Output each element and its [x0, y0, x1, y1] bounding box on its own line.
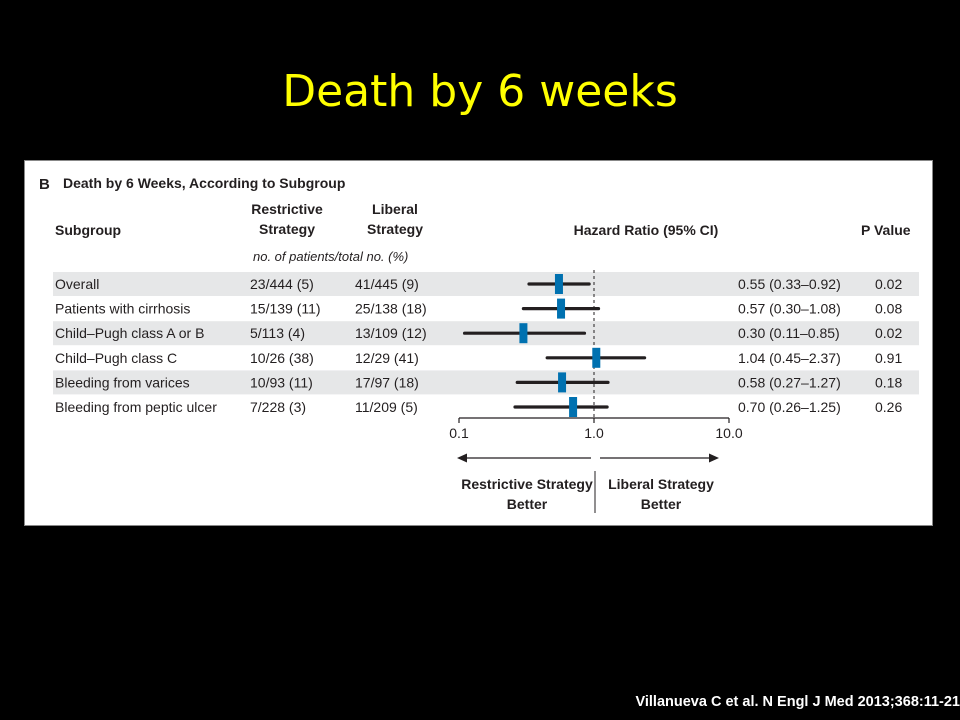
left-direction-line1: Restrictive Strategy [461, 476, 593, 492]
x-axis-tick-label: 10.0 [715, 425, 742, 441]
x-axis: 0.1 1.0 10.0 [449, 417, 743, 441]
table-row: Child–Pugh class A or B 5/113 (4) 13/109 (… [55, 325, 902, 341]
hazard-ratio-marker [592, 347, 601, 368]
row-hazard-ratio-text: 0.30 (0.11–0.85) [738, 325, 840, 341]
forest-row-marks [545, 347, 647, 368]
forest-row-marks [527, 274, 591, 294]
row-p-value: 0.02 [875, 276, 902, 292]
row-restrictive-count: 10/26 (38) [250, 350, 314, 366]
plot-marks [462, 274, 647, 417]
row-restrictive-count: 7/228 (3) [250, 399, 306, 415]
hazard-ratio-marker [554, 274, 563, 294]
direction-labels: Restrictive Strategy Better Liberal Stra… [457, 453, 719, 513]
row-hazard-ratio-text: 0.70 (0.26–1.25) [738, 399, 841, 415]
forest-row-marks [462, 323, 587, 344]
row-hazard-ratio-text: 0.57 (0.30–1.08) [738, 301, 841, 317]
column-header-restrictive-1: Restrictive [251, 201, 323, 217]
table-row: Bleeding from peptic ulcer 7/228 (3) 11/20… [55, 399, 902, 415]
right-direction-line1: Liberal Strategy [608, 476, 714, 492]
slide-title: Death by 6 weeks [282, 66, 678, 117]
hazard-ratio-marker [558, 372, 567, 393]
row-stripe [53, 272, 919, 296]
row-subgroup-label: Child–Pugh class A or B [55, 325, 204, 341]
hazard-ratio-marker [557, 298, 566, 319]
column-header-restrictive-2: Strategy [259, 221, 315, 237]
hazard-ratio-marker [569, 397, 578, 417]
row-liberal-count: 11/209 (5) [355, 399, 418, 415]
row-liberal-count: 25/138 (18) [355, 301, 427, 317]
column-header-p-value: P Value [861, 222, 911, 238]
x-axis-tick-label: 1.0 [584, 425, 604, 441]
right-direction-line2: Better [641, 496, 682, 512]
row-subgroup-label: Patients with cirrhosis [55, 301, 190, 317]
right-arrow-head [709, 453, 719, 463]
row-liberal-count: 13/109 (12) [355, 325, 427, 341]
row-subgroup-label: Bleeding from varices [55, 374, 190, 390]
row-p-value: 0.18 [875, 374, 902, 390]
row-restrictive-count: 10/93 (11) [250, 374, 313, 390]
row-stripe [53, 370, 919, 395]
row-p-value: 0.08 [875, 301, 902, 317]
table-row: Bleeding from varices 10/93 (11) 17/97 (18… [55, 374, 902, 390]
row-hazard-ratio-text: 0.58 (0.27–1.27) [738, 374, 841, 390]
column-header-liberal-2: Strategy [367, 221, 423, 237]
row-p-value: 0.26 [875, 399, 902, 415]
column-units-note: no. of patients/total no. (%) [253, 249, 408, 264]
subgroup-rows: Overall 23/444 (5) 41/445 (9) 0.55 (0.33–0.… [55, 276, 902, 415]
column-header-subgroup: Subgroup [55, 222, 121, 238]
column-header-liberal-1: Liberal [372, 201, 418, 217]
figure-heading: Death by 6 Weeks, According to Subgroup [63, 175, 345, 191]
row-restrictive-count: 15/139 (11) [250, 301, 321, 317]
table-row: Patients with cirrhosis 15/139 (11) 25/138… [55, 301, 902, 317]
row-hazard-ratio-text: 1.04 (0.45–2.37) [738, 350, 841, 366]
row-liberal-count: 12/29 (41) [355, 350, 419, 366]
row-p-value: 0.91 [875, 350, 902, 366]
row-hazard-ratio-text: 0.55 (0.33–0.92) [738, 276, 841, 292]
row-p-value: 0.02 [875, 325, 902, 341]
forest-row-marks [521, 298, 601, 319]
row-subgroup-label: Child–Pugh class C [55, 350, 177, 366]
table-row: Overall 23/444 (5) 41/445 (9) 0.55 (0.33–0.… [55, 276, 902, 292]
row-subgroup-label: Bleeding from peptic ulcer [55, 399, 217, 415]
panel-letter: B [39, 176, 50, 193]
forest-plot-panel: B Death by 6 Weeks, According to Subgrou… [24, 160, 933, 526]
x-axis-tick-label: 0.1 [449, 425, 469, 441]
left-arrow-head [457, 453, 467, 463]
row-restrictive-count: 23/444 (5) [250, 276, 314, 292]
citation: Villanueva C et al. N Engl J Med 2013;36… [635, 694, 960, 710]
left-direction-line2: Better [507, 496, 548, 512]
column-header-hazard-ratio: Hazard Ratio (95% CI) [574, 222, 719, 238]
forest-row-marks [515, 372, 610, 393]
hazard-ratio-marker [519, 323, 528, 344]
row-subgroup-label: Overall [55, 276, 99, 292]
forest-plot: B Death by 6 Weeks, According to Subgrou… [39, 175, 919, 513]
table-row: Child–Pugh class C 10/26 (38) 12/29 (41) 1.… [55, 350, 902, 366]
row-liberal-count: 17/97 (18) [355, 374, 419, 390]
row-liberal-count: 41/445 (9) [355, 276, 419, 292]
forest-row-marks [513, 397, 609, 417]
row-restrictive-count: 5/113 (4) [250, 325, 305, 341]
